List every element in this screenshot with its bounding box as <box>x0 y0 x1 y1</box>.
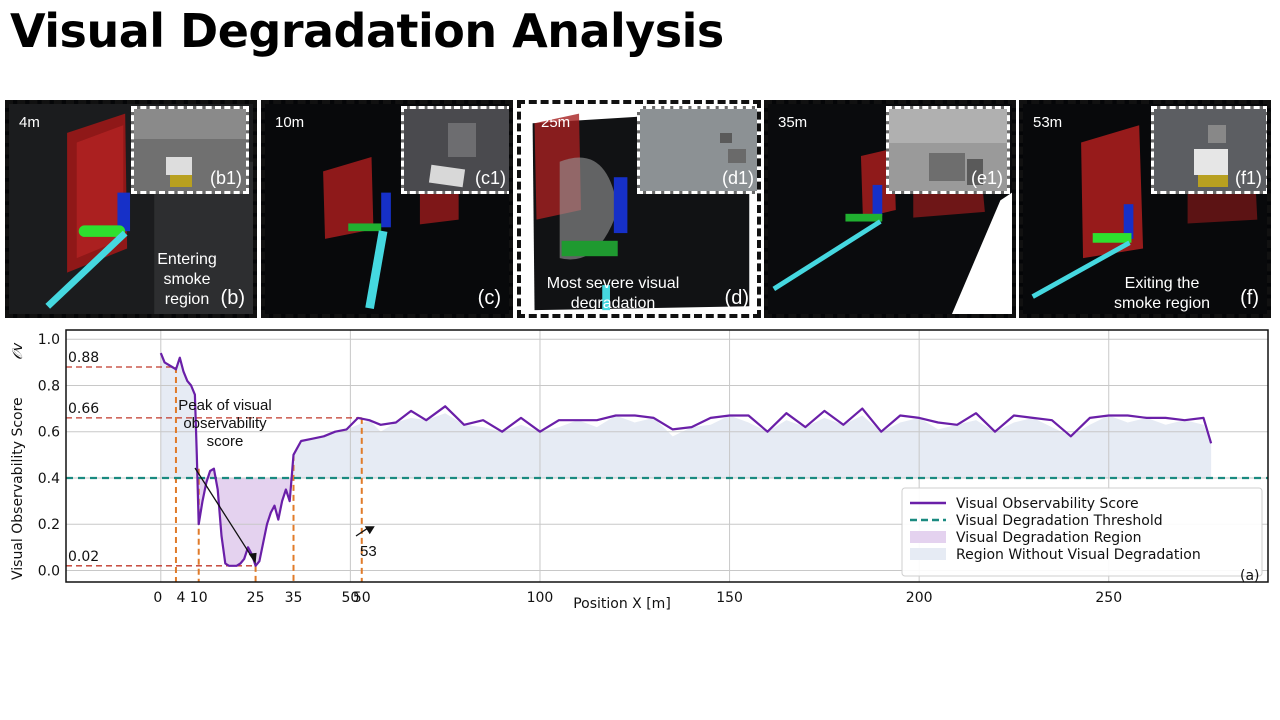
camera-inset: (c1) <box>401 106 509 194</box>
plot-frame <box>65 329 1269 583</box>
inset-label: (c1) <box>475 168 506 188</box>
panel-c: 10m (c1) (c) <box>261 100 513 318</box>
level-label: 0.88 <box>68 350 99 366</box>
panel-caption: Exiting the smoke region <box>1113 275 1211 312</box>
annotation-text: observability <box>183 415 267 432</box>
panel-distance: 4m <box>19 114 40 131</box>
x-tick-label-extra: 25 <box>247 590 265 606</box>
panel-distance: 25m <box>541 114 571 131</box>
y-tick-labels: 0.0 0.2 0.4 0.6 0.8 1.0 <box>38 332 60 579</box>
camera-inset: (b1) <box>131 106 249 194</box>
slide-title: Visual Degradation Analysis <box>10 4 724 58</box>
legend-entry: Visual Degradation Region <box>956 530 1142 546</box>
y-tick-label: 0.8 <box>38 378 60 394</box>
inset-label: (e1) <box>970 168 1003 188</box>
panel-caption: Most severe visual degradation <box>546 275 680 312</box>
panel-f: 53m (f1) Exiting the smoke region (f) <box>1019 100 1271 318</box>
annotation-arrow <box>194 467 255 561</box>
x-tick-label-extra: 50 <box>353 590 371 606</box>
x-tick-label: 200 <box>906 590 933 606</box>
legend-box <box>901 487 1263 577</box>
y-tick-label: 0.0 <box>38 563 60 579</box>
annotation-text: 53 <box>360 543 377 560</box>
marker-lines <box>66 366 363 582</box>
panel-distance: 10m <box>275 114 305 131</box>
no-degradation-fill <box>293 413 1212 478</box>
x-tick-label: 50 <box>341 590 359 606</box>
y-tick-label: 0.4 <box>38 471 60 487</box>
annotation-arrowhead <box>248 552 257 564</box>
series-group <box>66 352 1268 567</box>
inset-label: (f1) <box>1235 168 1262 188</box>
panel-label: (d) <box>724 287 749 309</box>
panel-label: (e) <box>979 287 1004 309</box>
x-axis-label: Position X [m] <box>573 596 671 612</box>
camera-inset: (f1) <box>1151 106 1267 194</box>
chart-panel-label: (a) <box>1240 568 1260 584</box>
panel-label: (b) <box>220 287 245 309</box>
camera-inset: (d1) <box>637 106 757 194</box>
observability-chart: 0.0 0.2 0.4 0.6 0.8 1.0 50 100 150 200 250 0 4 10 25 3… <box>10 329 1269 612</box>
legend-swatch <box>910 548 946 560</box>
inset-label: (d1) <box>721 168 754 188</box>
y-tick-label: 0.2 <box>38 517 60 533</box>
x-tick-labels: 50 100 150 200 250 0 4 10 25 35 50 <box>153 590 1122 606</box>
panel-e: 35m (e1) (e) <box>764 100 1016 318</box>
level-labels: 0.88 0.66 0.02 <box>68 350 99 565</box>
legend-entry: Region Without Visual Degradation <box>956 547 1201 563</box>
no-degradation-fill <box>160 353 199 525</box>
y-tick-label: 0.6 <box>38 425 60 441</box>
y-axis-symbol: 𝒪v <box>10 342 26 360</box>
y-tick-label: 1.0 <box>38 332 60 348</box>
region-fills <box>160 353 1212 566</box>
panel-caption: Entering smoke region <box>157 251 217 308</box>
annotation-arrow <box>355 527 369 537</box>
inset-label: (b1) <box>209 168 242 188</box>
legend-entry: Visual Degradation Threshold <box>956 513 1163 529</box>
x-tick-label: 0 <box>153 590 162 606</box>
panel-label: (f) <box>1240 287 1259 309</box>
camera-inset: (e1) <box>886 106 1010 194</box>
x-tick-label-extra: 4 <box>177 590 186 606</box>
annotation-text: Peak of visual <box>178 397 271 414</box>
level-label: 0.02 <box>68 549 99 565</box>
legend-swatch <box>910 531 946 543</box>
legend-entry: Visual Observability Score <box>956 496 1139 512</box>
panel-distance: 35m <box>778 114 808 131</box>
level-label: 0.66 <box>68 401 99 417</box>
score-line <box>159 352 1213 567</box>
panel-distance: 53m <box>1033 114 1063 131</box>
panel-d: 25m (d1) Most severe visual degradation (… <box>517 100 761 318</box>
x-tick-label: 250 <box>1095 590 1122 606</box>
annotation-arrowhead <box>364 526 375 535</box>
x-tick-label: 100 <box>527 590 554 606</box>
panel-label: (c) <box>477 287 501 309</box>
annotation-text: score <box>207 433 244 450</box>
panel-b: 4m (b1) Entering smoke region (b) <box>5 100 257 318</box>
x-tick-label-extra: 10 <box>190 590 208 606</box>
y-axis-label: Visual Observability Score <box>10 397 26 580</box>
x-tick-label-extra: 35 <box>285 590 303 606</box>
x-tick-label: 150 <box>716 590 743 606</box>
